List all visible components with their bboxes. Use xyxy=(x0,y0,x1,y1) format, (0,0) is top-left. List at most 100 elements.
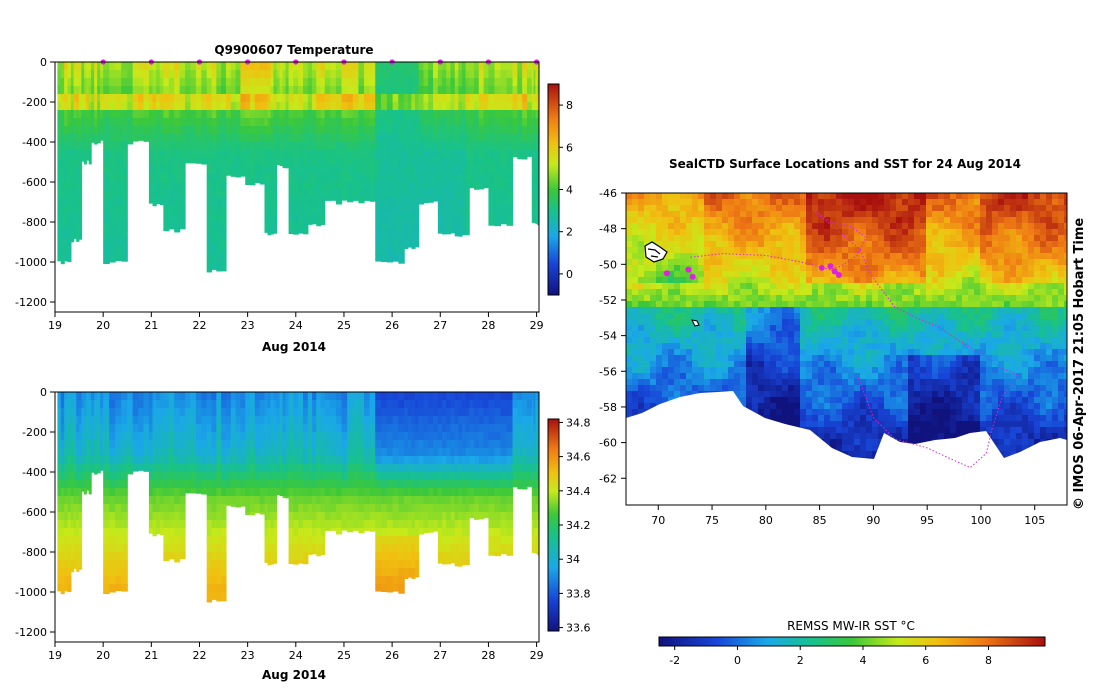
temperature-cell xyxy=(411,150,416,159)
temperature-x-tick-label: 23 xyxy=(241,319,255,332)
salinity-cell xyxy=(273,472,278,481)
salinity-cell xyxy=(531,544,535,553)
salinity-cell xyxy=(418,480,425,489)
salinity-cell xyxy=(293,440,299,449)
temperature-cell xyxy=(103,142,110,151)
salinity-cell xyxy=(211,480,217,489)
temperature-cell xyxy=(279,78,284,87)
salinity-cell xyxy=(375,424,382,433)
temperature-cell xyxy=(94,94,98,103)
temperature-cell xyxy=(411,222,416,231)
temperature-cell xyxy=(386,238,394,247)
temperature-y-tick-label: 0 xyxy=(40,56,47,69)
temperature-cell xyxy=(250,70,256,79)
salinity-cell xyxy=(335,456,343,465)
temperature-cell xyxy=(211,142,217,151)
sst-cell xyxy=(680,205,687,212)
temperature-cell xyxy=(78,126,83,135)
sst-cell xyxy=(692,379,699,386)
temperature-cell xyxy=(341,118,348,127)
temperature-cell xyxy=(500,174,508,183)
salinity-cell xyxy=(298,472,304,481)
temperature-cell xyxy=(73,110,77,119)
temperature-cell xyxy=(216,142,222,151)
salinity-cell xyxy=(398,576,405,585)
salinity-colorbar-fill xyxy=(547,418,560,632)
salinity-cell xyxy=(483,424,490,433)
temperature-colorbar-fill xyxy=(547,83,560,296)
temperature-cell xyxy=(450,142,456,151)
temperature-cell xyxy=(168,70,175,79)
salinity-cell xyxy=(267,488,272,497)
salinity-cell xyxy=(103,448,110,457)
salinity-cell xyxy=(103,552,110,561)
salinity-cell xyxy=(381,576,388,585)
temperature-cell xyxy=(316,198,322,207)
salinity-cell xyxy=(67,408,72,417)
salinity-cell xyxy=(414,472,420,481)
salinity-cell xyxy=(83,472,87,481)
temperature-cell xyxy=(418,126,425,135)
salinity-cell xyxy=(414,536,420,545)
salinity-cell xyxy=(225,496,232,505)
temperature-cell xyxy=(375,110,382,119)
salinity-cell xyxy=(100,408,104,417)
temperature-cell xyxy=(433,118,439,127)
salinity-cell xyxy=(273,496,278,505)
salinity-cell xyxy=(375,464,382,473)
temperature-cell xyxy=(67,142,72,151)
salinity-cell xyxy=(115,544,122,553)
temperature-x-tick-label: 20 xyxy=(96,319,110,332)
salinity-cell xyxy=(381,496,388,505)
salinity-cell xyxy=(320,528,326,537)
temperature-cell xyxy=(91,86,95,95)
temperature-cell xyxy=(312,158,317,167)
salinity-cell xyxy=(78,536,83,545)
temperature-cell xyxy=(159,118,164,127)
temperature-cell xyxy=(386,70,394,79)
temperature-cell xyxy=(517,134,523,143)
salinity-cell xyxy=(88,472,92,481)
temperature-cell xyxy=(478,126,485,135)
salinity-cell xyxy=(335,504,343,513)
salinity-cell xyxy=(517,464,523,473)
salinity-cell xyxy=(411,512,416,521)
salinity-cell xyxy=(341,496,348,505)
salinity-cell xyxy=(156,496,161,505)
sst-cell xyxy=(674,277,681,284)
temperature-cell xyxy=(270,182,275,191)
salinity-cell xyxy=(201,440,208,449)
salinity-cell xyxy=(60,440,65,449)
salinity-cell xyxy=(303,472,309,481)
salinity-cell xyxy=(535,528,538,537)
salinity-cell xyxy=(465,536,470,545)
salinity-cell xyxy=(273,480,278,489)
temperature-cell xyxy=(506,150,514,159)
temperature-cell xyxy=(259,182,266,185)
salinity-cell xyxy=(174,496,181,505)
temperature-cell xyxy=(411,206,416,215)
salinity-cell xyxy=(264,416,269,425)
salinity-cell xyxy=(174,456,181,465)
sst-cell xyxy=(674,361,681,368)
salinity-cell xyxy=(414,408,420,417)
temperature-cell xyxy=(195,110,202,119)
temperature-cell xyxy=(132,62,139,71)
salinity-cell xyxy=(100,392,104,401)
salinity-cell xyxy=(392,392,399,401)
temperature-cell xyxy=(535,118,538,127)
salinity-cell xyxy=(478,408,485,417)
temperature-cell xyxy=(488,126,496,135)
temperature-cell xyxy=(121,86,128,95)
salinity-cell xyxy=(206,448,213,457)
salinity-cell xyxy=(414,432,420,441)
temperature-cell xyxy=(469,150,475,159)
temperature-cell xyxy=(254,174,261,183)
salinity-cell xyxy=(364,416,371,425)
temperature-cell xyxy=(138,134,145,141)
sst-cell xyxy=(650,355,657,362)
temperature-cell xyxy=(163,198,170,207)
temperature-cell xyxy=(109,238,116,247)
temperature-cell xyxy=(347,166,354,175)
temperature-cell xyxy=(454,118,459,127)
